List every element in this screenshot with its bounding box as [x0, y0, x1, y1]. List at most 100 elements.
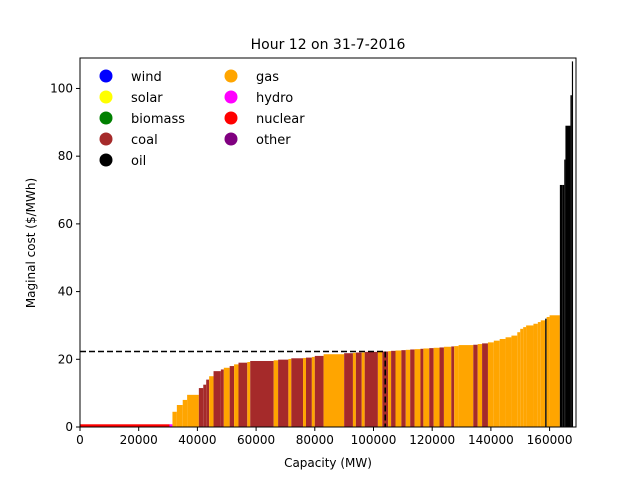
x-tick-label: 80000	[296, 433, 334, 447]
x-tick-label: 20000	[120, 433, 158, 447]
bar-coal-19	[278, 359, 289, 427]
y-tick-label: 60	[58, 217, 73, 231]
bar-coal-21	[291, 358, 304, 427]
bar-coal-27	[344, 353, 353, 427]
bar-hydro-1	[169, 424, 173, 427]
bar-gas-62	[533, 323, 538, 427]
bar-coal-11	[220, 369, 224, 427]
bar-coal-43	[429, 348, 434, 427]
bar-gas-28	[352, 352, 356, 427]
bar-gas-24	[311, 356, 315, 427]
legend-label-solar: solar	[131, 91, 163, 106]
legend-label-gas: gas	[256, 70, 279, 85]
bar-oil-71	[565, 125, 571, 428]
bars-layer	[80, 61, 574, 428]
bar-gas-51	[477, 344, 483, 427]
x-tick-label: 40000	[178, 433, 216, 447]
bar-gas-32	[377, 351, 383, 427]
bar-gas-14	[234, 364, 239, 427]
bar-gas-16	[247, 362, 251, 427]
bar-coal-50	[473, 344, 478, 427]
y-tick-label: 20	[58, 352, 73, 366]
bar-coal-25	[314, 355, 324, 427]
bar-gas-49	[458, 345, 474, 427]
x-tick-label: 160000	[527, 433, 573, 447]
bar-gas-22	[303, 357, 306, 427]
bar-gas-46	[443, 346, 452, 427]
y-tick-label: 40	[58, 285, 73, 299]
bar-coal-13	[229, 366, 235, 427]
legend-marker-wind	[99, 69, 113, 83]
y-tick-label: 0	[65, 420, 73, 434]
bar-gas-34	[388, 351, 392, 427]
x-tick-label: 0	[76, 433, 84, 447]
bar-gas-55	[499, 338, 506, 427]
bar-gas-38	[405, 349, 411, 427]
legend-marker-gas	[224, 69, 238, 83]
bar-coal-37	[401, 350, 406, 427]
bar-gas-58	[517, 332, 521, 427]
x-tick-label: 100000	[351, 433, 397, 447]
bar-gas-5	[187, 394, 199, 427]
x-tick-label: 140000	[468, 433, 514, 447]
legend-marker-solar	[99, 90, 113, 104]
bar-coal-52	[482, 343, 488, 427]
clearing-lines	[80, 350, 387, 427]
y-tick-label: 100	[50, 81, 73, 95]
bar-gas-4	[182, 399, 188, 427]
bar-gas-61	[526, 325, 534, 427]
bar-coal-29	[355, 352, 362, 427]
legend-marker-hydro	[224, 90, 238, 104]
bar-gas-56	[505, 337, 512, 427]
legend-label-coal: coal	[131, 133, 158, 148]
bar-oil-68	[559, 184, 563, 427]
bar-gas-59	[520, 328, 524, 427]
y-tick-label: 80	[58, 149, 73, 163]
legend-marker-oil	[99, 153, 113, 167]
bar-gas-3	[176, 405, 183, 427]
bar-gas-9	[209, 376, 214, 427]
bar-gas-2	[172, 411, 177, 427]
bar-oil-73	[571, 61, 574, 427]
bar-gas-53	[487, 342, 494, 427]
legend-label-wind: wind	[131, 70, 162, 85]
bar-gas-36	[395, 350, 402, 427]
bar-gas-12	[223, 367, 230, 427]
bar-gas-66	[546, 316, 550, 427]
bar-coal-15	[238, 362, 248, 427]
bar-coal-45	[439, 347, 444, 427]
bar-coal-10	[213, 371, 221, 427]
bar-oil-70	[564, 159, 566, 427]
bar-gas-63	[537, 322, 541, 427]
bar-gas-54	[493, 340, 500, 427]
bar-gas-67	[549, 315, 560, 427]
bar-gas-18	[273, 360, 279, 427]
bar-gas-42	[423, 348, 430, 427]
bar-coal-41	[420, 348, 424, 427]
y-axis-label: Maginal cost ($/MWh)	[24, 178, 38, 308]
bar-coal-31	[364, 351, 378, 427]
legend-marker-nuclear	[224, 111, 238, 125]
x-tick-label: 60000	[237, 433, 275, 447]
bar-coal-23	[305, 357, 312, 427]
legend-marker-coal	[99, 132, 113, 146]
bar-gas-44	[433, 347, 440, 427]
bar-gas-64	[540, 320, 546, 427]
bar-coal-47	[451, 346, 455, 427]
legend-label-hydro: hydro	[256, 91, 293, 106]
bar-oil-65	[545, 318, 547, 427]
legend: wind solar biomass coal oil gas hydro nuclear ot…	[99, 69, 305, 169]
x-axis-label: Capacity (MW)	[284, 456, 372, 470]
bar-nuclear-0	[80, 424, 170, 427]
x-tick-label: 120000	[409, 433, 455, 447]
bar-gas-60	[523, 327, 527, 427]
bar-coal-8	[206, 379, 210, 427]
legend-label-other: other	[256, 133, 291, 148]
bar-coal-17	[250, 360, 274, 427]
bar-gas-57	[511, 335, 518, 427]
bar-gas-26	[323, 354, 345, 427]
legend-label-oil: oil	[131, 154, 146, 169]
chart-title: Hour 12 on 31-7-2016	[251, 37, 406, 53]
axes: 0 20000 40000 60000 80000 100000 120000 140000 1…	[50, 57, 577, 447]
